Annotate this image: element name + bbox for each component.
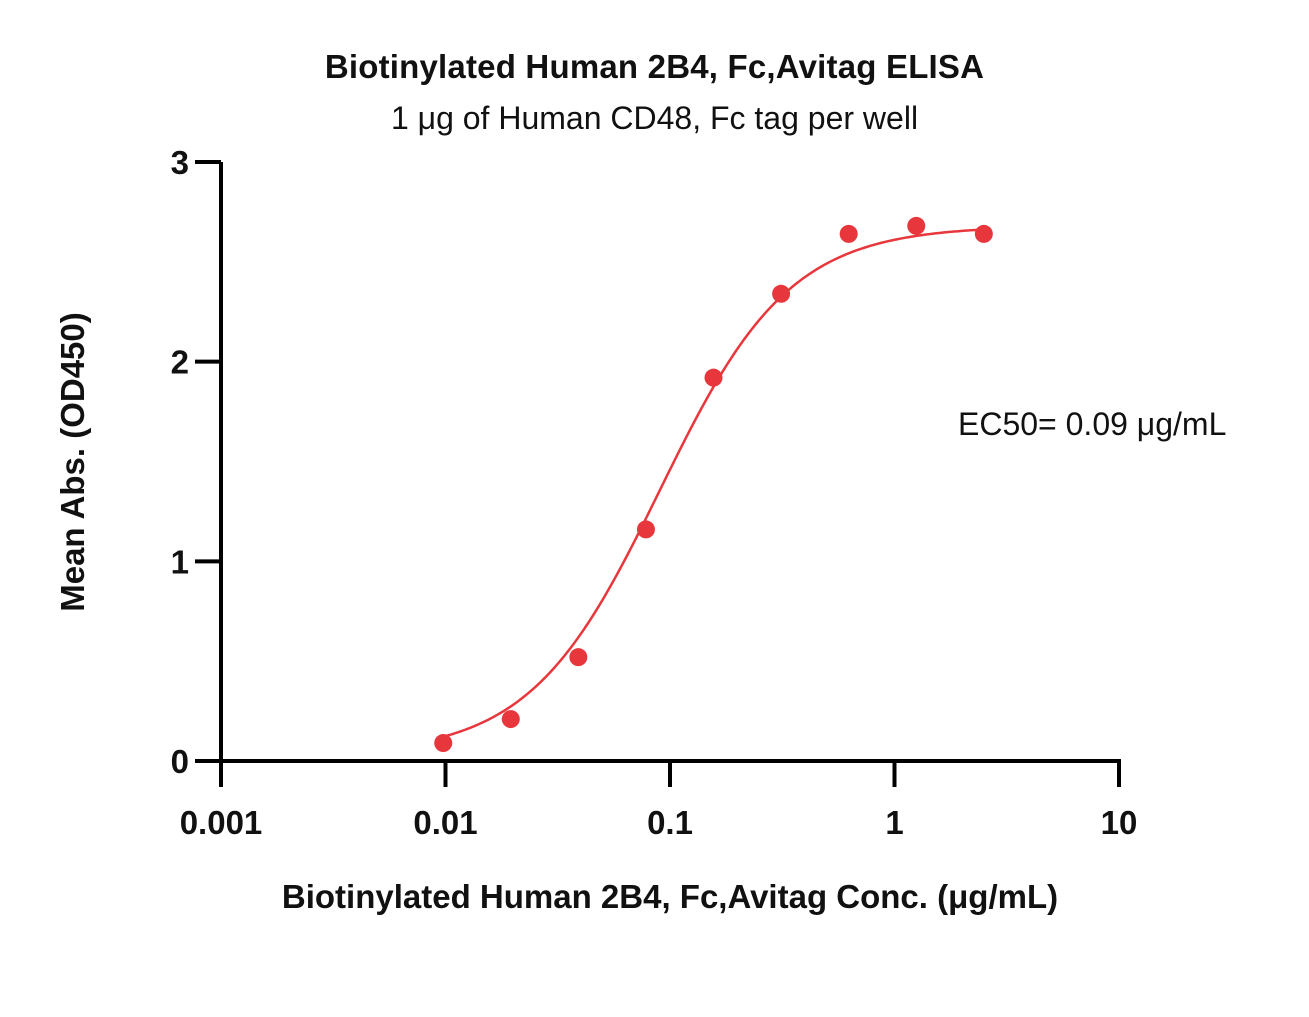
chart-subtitle: 1 μg of Human CD48, Fc tag per well xyxy=(390,100,919,136)
x-tick-label: 10 xyxy=(1101,804,1138,841)
chart-title: Biotinylated Human 2B4, Fc,Avitag ELISA xyxy=(324,48,985,85)
data-point xyxy=(772,284,791,303)
y-tick-label: 3 xyxy=(171,144,189,181)
y-axis-label: Mean Abs. (OD450) xyxy=(54,312,91,612)
x-tick-label: 1 xyxy=(885,804,903,841)
x-axis-label: Biotinylated Human 2B4, Fc,Avitag Conc. … xyxy=(281,878,1059,915)
data-point xyxy=(704,368,723,387)
data-point xyxy=(569,648,588,667)
x-tick-label: 0.001 xyxy=(180,804,263,841)
ticks: 0 1 2 3 0.001 0.01 0.1 1 10 xyxy=(171,144,1138,841)
data-point xyxy=(907,216,926,235)
x-tick-label: 0.1 xyxy=(647,804,693,841)
fit-curve xyxy=(442,228,984,738)
data-point xyxy=(839,224,858,243)
data-point xyxy=(434,734,453,753)
y-tick-label: 1 xyxy=(171,543,189,580)
data-points xyxy=(434,216,993,753)
data-point xyxy=(501,710,520,729)
y-tick-label: 0 xyxy=(171,743,189,780)
data-point xyxy=(974,224,993,243)
axes xyxy=(219,162,1121,763)
data-point xyxy=(636,520,655,539)
y-tick-label: 2 xyxy=(171,344,189,381)
x-tick-label: 0.01 xyxy=(413,804,477,841)
fit-curve-group xyxy=(442,228,984,738)
ec50-annotation: EC50= 0.09 μg/mL xyxy=(958,406,1227,442)
